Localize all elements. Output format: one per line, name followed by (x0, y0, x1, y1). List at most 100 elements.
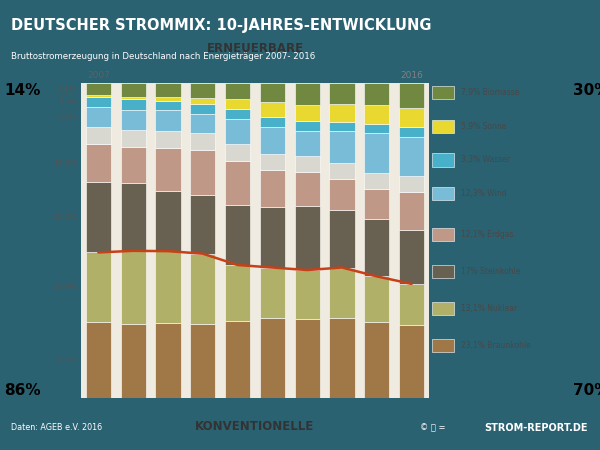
Bar (364, 105, 389, 124)
Bar (190, 324, 215, 398)
Text: Bruttostromerzeugung in Deutschland nach Energieträger 2007- 2016: Bruttostromerzeugung in Deutschland nach… (11, 52, 315, 61)
Bar (155, 98, 181, 100)
Bar (260, 318, 285, 398)
Bar (155, 83, 181, 98)
Bar (225, 83, 250, 99)
Bar (86, 83, 111, 95)
Bar (225, 99, 250, 109)
Text: 3,8%: 3,8% (58, 86, 77, 92)
Text: 86%: 86% (4, 383, 41, 398)
Bar (329, 104, 355, 122)
Bar (399, 325, 424, 398)
Bar (295, 121, 320, 131)
Text: 12,1% Erdgas: 12,1% Erdgas (461, 230, 514, 239)
Bar (364, 173, 389, 189)
Bar (121, 147, 146, 183)
Bar (295, 172, 320, 206)
Text: Daten: AGEB e.V. 2016: Daten: AGEB e.V. 2016 (11, 423, 102, 432)
Bar (260, 127, 285, 154)
Bar (399, 192, 424, 230)
Bar (433, 86, 454, 99)
Bar (190, 83, 215, 98)
Bar (329, 131, 355, 163)
Bar (225, 144, 250, 161)
Text: 5,9% Sonne: 5,9% Sonne (461, 122, 506, 131)
Text: 70%: 70% (574, 383, 600, 398)
Bar (86, 127, 111, 144)
Bar (86, 107, 111, 127)
Bar (364, 219, 389, 276)
Text: DEUTSCHER STROMMIX: 10-JAHRES-ENTWICKLUNG: DEUTSCHER STROMMIX: 10-JAHRES-ENTWICKLUN… (11, 18, 431, 33)
Bar (225, 205, 250, 265)
Bar (329, 180, 355, 210)
Bar (225, 265, 250, 321)
Bar (364, 124, 389, 133)
Bar (260, 83, 285, 103)
Bar (433, 153, 454, 166)
Bar (399, 83, 424, 108)
Bar (190, 98, 215, 104)
Bar (121, 183, 146, 251)
Bar (225, 109, 250, 118)
Bar (260, 154, 285, 170)
Bar (260, 117, 285, 127)
Bar (190, 195, 215, 254)
Bar (399, 127, 424, 137)
Text: 7,9% Biomasse: 7,9% Biomasse (461, 88, 520, 97)
Text: ERNEUERBARE: ERNEUERBARE (206, 42, 304, 55)
Text: 3,3%: 3,3% (58, 99, 77, 105)
Text: 2007: 2007 (87, 71, 110, 80)
Bar (155, 110, 181, 131)
Bar (295, 83, 320, 105)
Bar (260, 170, 285, 207)
Bar (295, 319, 320, 398)
Bar (225, 118, 250, 144)
Text: KONVENTIONELLE: KONVENTIONELLE (196, 420, 314, 433)
Bar (86, 97, 111, 107)
Text: © ⓘ =: © ⓘ = (420, 423, 445, 432)
Bar (399, 284, 424, 325)
Bar (225, 161, 250, 205)
Text: 23,1% Braunkohle: 23,1% Braunkohle (461, 341, 531, 350)
Bar (155, 191, 181, 251)
Text: 22,2%: 22,2% (53, 214, 77, 220)
Bar (86, 182, 111, 252)
Bar (433, 228, 454, 241)
Bar (260, 267, 285, 318)
Bar (329, 83, 355, 104)
Bar (86, 144, 111, 182)
Bar (121, 251, 146, 324)
Bar (121, 324, 146, 398)
Bar (329, 122, 355, 131)
Bar (433, 339, 454, 352)
Bar (433, 265, 454, 278)
Bar (295, 105, 320, 121)
Bar (190, 254, 215, 324)
Text: 30%: 30% (574, 83, 600, 98)
Text: 6,2%: 6,2% (58, 114, 77, 120)
Bar (155, 100, 181, 110)
Bar (433, 302, 454, 315)
Text: 12,3% Wind: 12,3% Wind (461, 189, 507, 198)
Bar (121, 83, 146, 98)
Bar (329, 210, 355, 267)
Bar (364, 83, 389, 105)
Bar (329, 267, 355, 318)
Text: 0,5%: 0,5% (58, 93, 77, 99)
Bar (295, 270, 320, 319)
Text: 3,3% Wasser: 3,3% Wasser (461, 155, 511, 164)
Bar (329, 318, 355, 398)
Bar (399, 230, 424, 284)
Bar (121, 110, 146, 130)
Bar (260, 103, 285, 117)
Bar (433, 187, 454, 200)
Bar (329, 163, 355, 180)
Text: 12,2%: 12,2% (53, 160, 77, 166)
Bar (364, 276, 389, 322)
Bar (155, 131, 181, 148)
Bar (399, 108, 424, 127)
Text: 14%: 14% (4, 83, 41, 98)
Bar (295, 206, 320, 270)
Bar (364, 133, 389, 173)
Bar (399, 176, 424, 192)
